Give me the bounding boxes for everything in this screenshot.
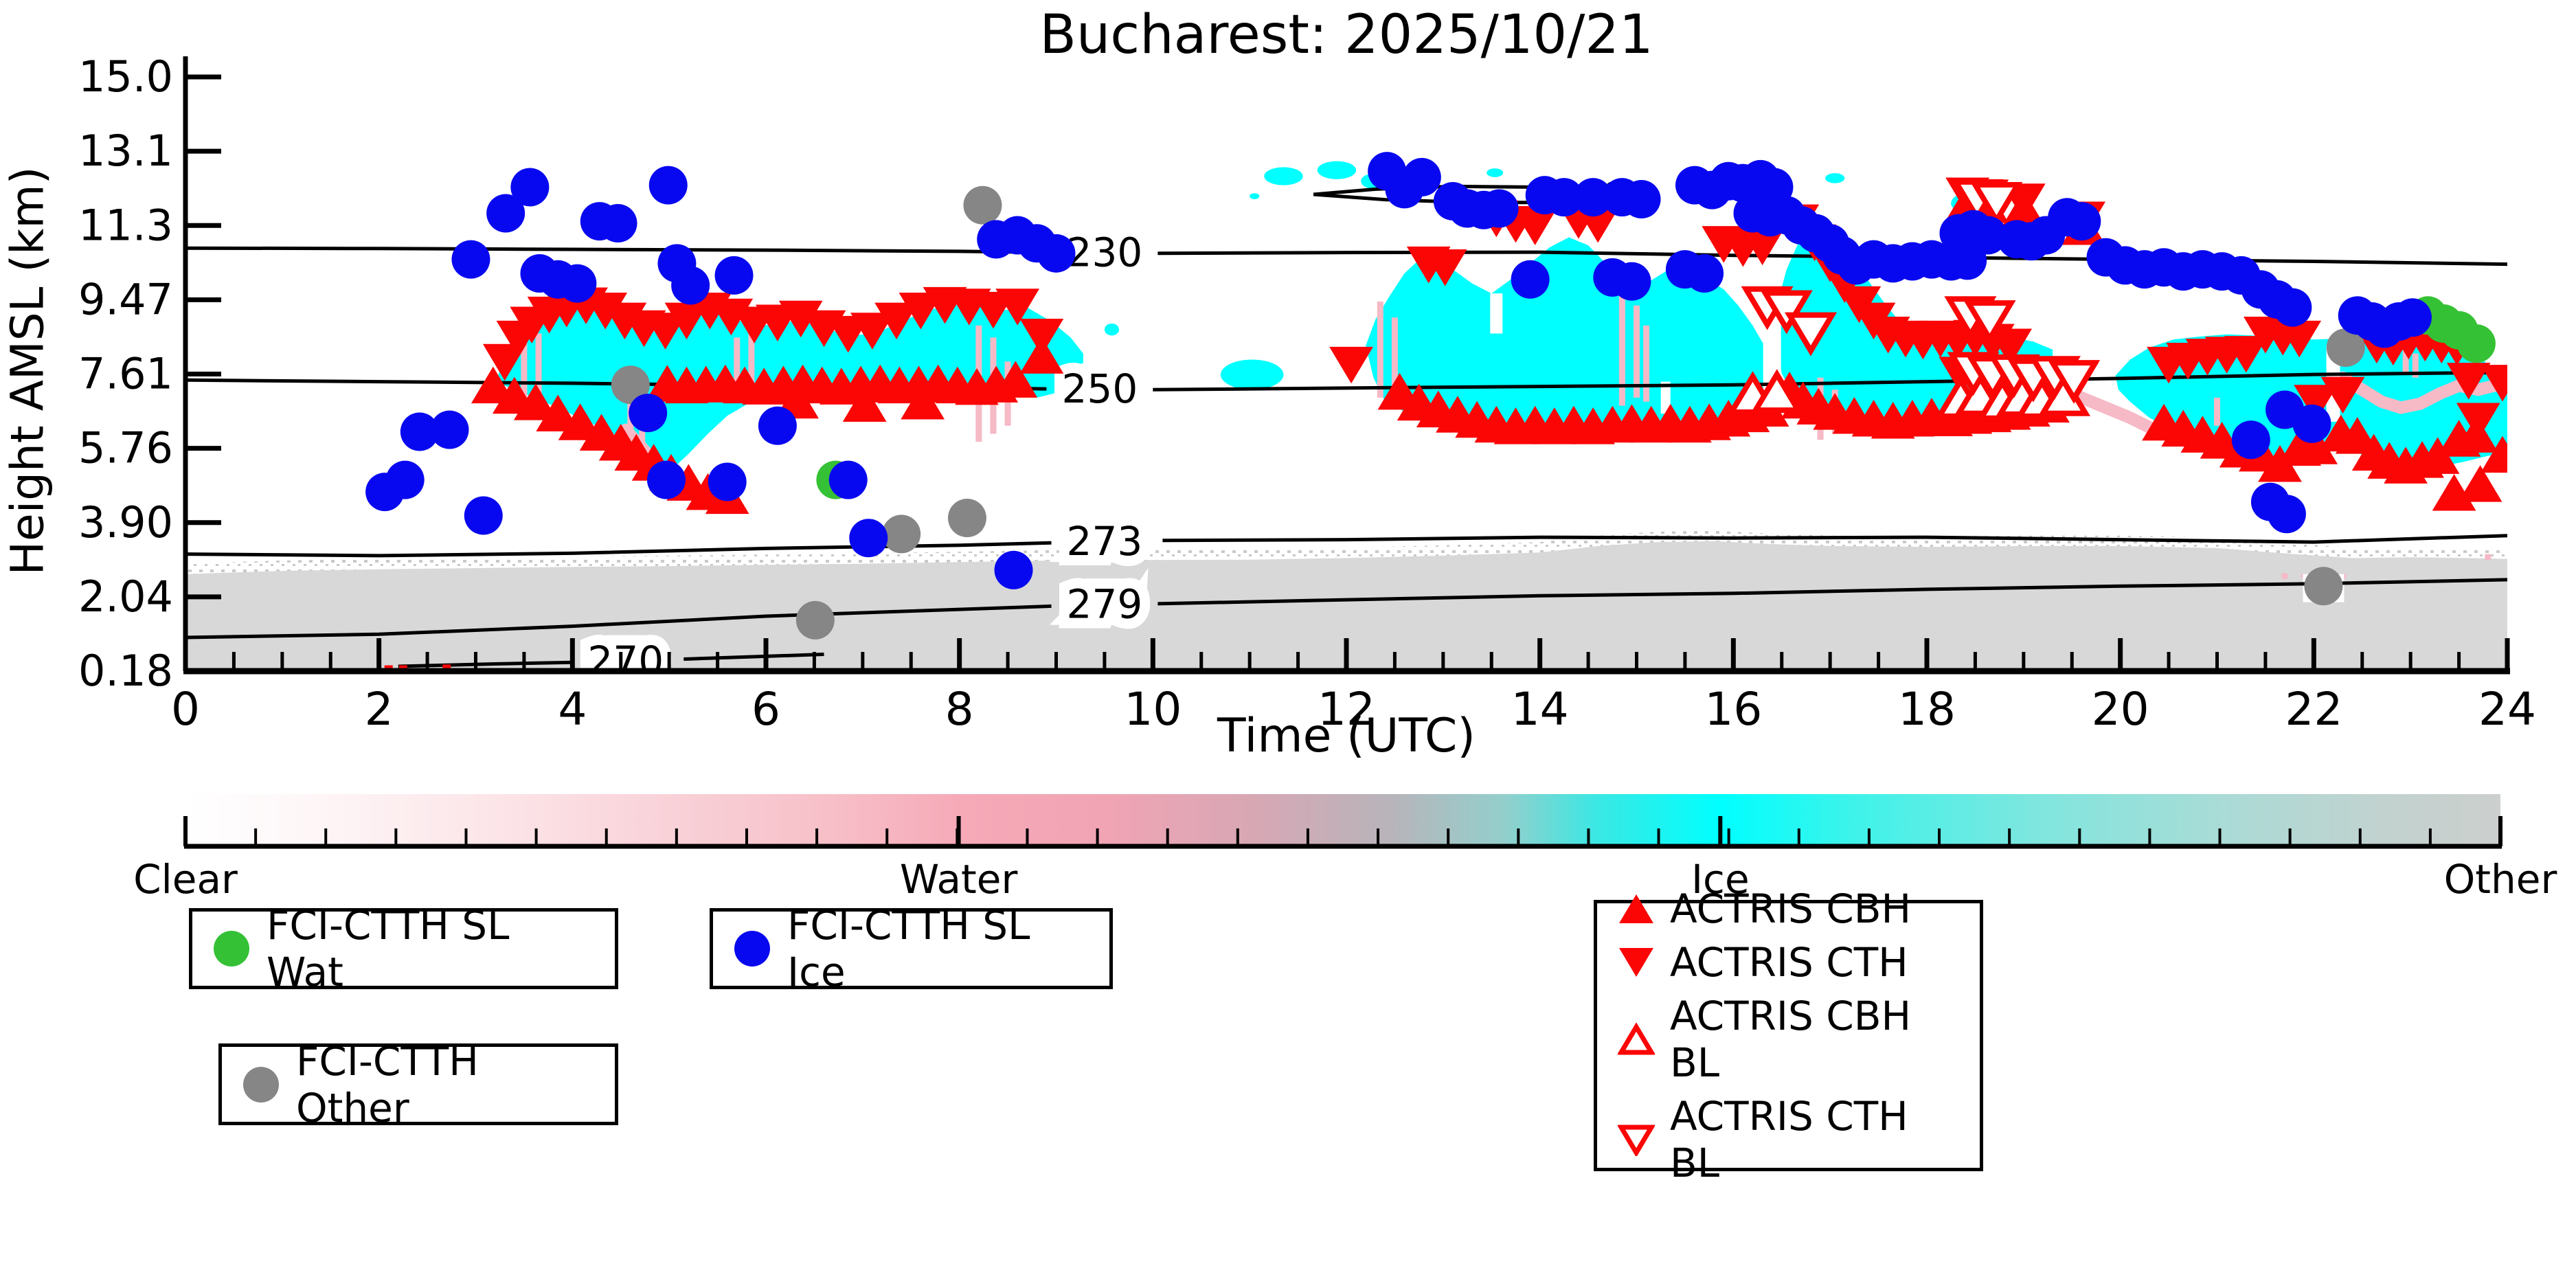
legend-fci-sl-wat-label: FCI-CTTH SL Wat [267, 902, 510, 995]
svg-text:8: 8 [945, 683, 974, 736]
svg-text:10: 10 [1124, 683, 1182, 736]
red-triangle-down-icon [1619, 947, 1653, 977]
time-height-chart: 21023025027327927015.013.111.39.477.615.… [78, 52, 2536, 736]
colorbar-label-water: Water [900, 856, 1018, 903]
legend-actris-cth: ACTRIS CTH [1618, 939, 1908, 986]
gray-dot-icon [243, 1066, 279, 1103]
svg-text:4: 4 [558, 683, 587, 736]
svg-text:18: 18 [1898, 683, 1956, 736]
isotherm-250 [1153, 370, 2507, 392]
isotherm-label-270: 270 [587, 637, 664, 684]
legend-fci-other-label: FCI-CTTH Other [296, 1037, 479, 1131]
ice-patch [1264, 167, 1303, 185]
isotherm-label-230: 230 [1067, 229, 1143, 276]
isotherm-label-250: 250 [1062, 365, 1138, 412]
legend-fci-other: FCI-CTTH Other [218, 1038, 618, 1131]
svg-text:22: 22 [2285, 683, 2342, 736]
ice-patch [1250, 193, 1260, 200]
svg-text:9.47: 9.47 [78, 274, 173, 324]
svg-text:2.04: 2.04 [78, 572, 173, 622]
svg-text:3.90: 3.90 [78, 497, 173, 547]
legend-fci-sl-wat: FCI-CTTH SL Wat [189, 902, 618, 995]
legend-actris-cbh: ACTRIS CBH [1618, 885, 1911, 932]
colorbar-label-other: Other [2444, 856, 2557, 903]
legend-actris-cth-bl-label: ACTRIS CTH BL [1670, 1092, 1908, 1186]
isotherm-279 [185, 604, 1052, 640]
series-actris-cth-bl [1741, 179, 2101, 404]
colorbar-label-ice: Ice [1691, 856, 1750, 903]
x-axis-label: Time (UTC) [1217, 709, 1476, 763]
axes: 15.013.111.39.477.615.763.902.040.180 2 4 6… [78, 52, 2536, 736]
svg-text:16: 16 [1704, 683, 1762, 736]
ice-patch [1487, 168, 1504, 177]
series-actris-cbh-bl [1726, 369, 2091, 421]
isotherm-273 [185, 541, 1052, 558]
isotherm-273 [1162, 534, 2507, 544]
svg-text:12: 12 [1318, 683, 1375, 736]
svg-text:20: 20 [2092, 683, 2149, 736]
blue-dot-icon [734, 931, 770, 967]
series-fci-ctth-sl-ice [365, 152, 2432, 589]
svg-text:5.76: 5.76 [78, 423, 173, 473]
isotherm-label-273: 273 [1067, 518, 1143, 565]
red-triangle-up-open-icon [1618, 1022, 1655, 1054]
chart-title: Bucharest: 2025/10/21 [1039, 4, 1653, 66]
isotherm-230 [185, 246, 1052, 255]
svg-text:7.61: 7.61 [78, 349, 173, 399]
svg-text:15.0: 15.0 [78, 52, 173, 102]
colorbar-label-clear: Clear [133, 856, 238, 903]
legend-fci-sl-ice-label: FCI-CTTH SL Ice [787, 902, 1030, 995]
classification-colorbar: Clear Water Ice Other [133, 794, 2557, 903]
legend-actris-cth-label: ACTRIS CTH [1670, 938, 1908, 986]
legend-actris-cbh-bl-label: ACTRIS CBH BL [1670, 992, 1912, 1086]
legend-actris-cbh-label: ACTRIS CBH [1670, 885, 1912, 932]
legend-fci-sl-ice: FCI-CTTH SL Ice [710, 902, 1113, 995]
svg-text:0: 0 [171, 683, 200, 736]
svg-text:2: 2 [365, 683, 394, 736]
legend-actris-cth-bl: ACTRIS CTH BL [1618, 1093, 1959, 1186]
svg-text:24: 24 [2478, 683, 2536, 736]
legend-actris-cbh-bl: ACTRIS CBH BL [1618, 993, 1959, 1086]
plot-area: 210230250273279270 [185, 152, 2507, 684]
series-fci-ctth-other [611, 185, 2365, 640]
svg-text:13.1: 13.1 [78, 126, 173, 176]
green-dot-icon [214, 931, 249, 967]
ice-patch [1317, 161, 1357, 179]
series-actris-cth [482, 177, 2507, 440]
legend-actris: ACTRIS CBH ACTRIS CTH ACTRIS CBH BL ACTR… [1594, 885, 1983, 1186]
ice-patch [1104, 323, 1120, 336]
red-triangle-down-open-icon [1618, 1125, 1655, 1156]
ice-patch [1220, 359, 1284, 390]
ice-patch [1825, 173, 1845, 183]
isotherm-label-279: 279 [1067, 581, 1143, 628]
svg-text:14: 14 [1511, 683, 1569, 736]
svg-text:0.18: 0.18 [78, 646, 173, 696]
red-triangle-up-icon [1619, 894, 1653, 923]
isotherm-270 [398, 660, 573, 668]
isotherm-279 [1157, 578, 2507, 606]
ice-cloud [1366, 237, 1765, 426]
red-speck [442, 664, 451, 671]
colorbar-gradient [185, 794, 2500, 846]
svg-text:11.3: 11.3 [78, 200, 173, 250]
svg-text:6: 6 [752, 683, 780, 736]
